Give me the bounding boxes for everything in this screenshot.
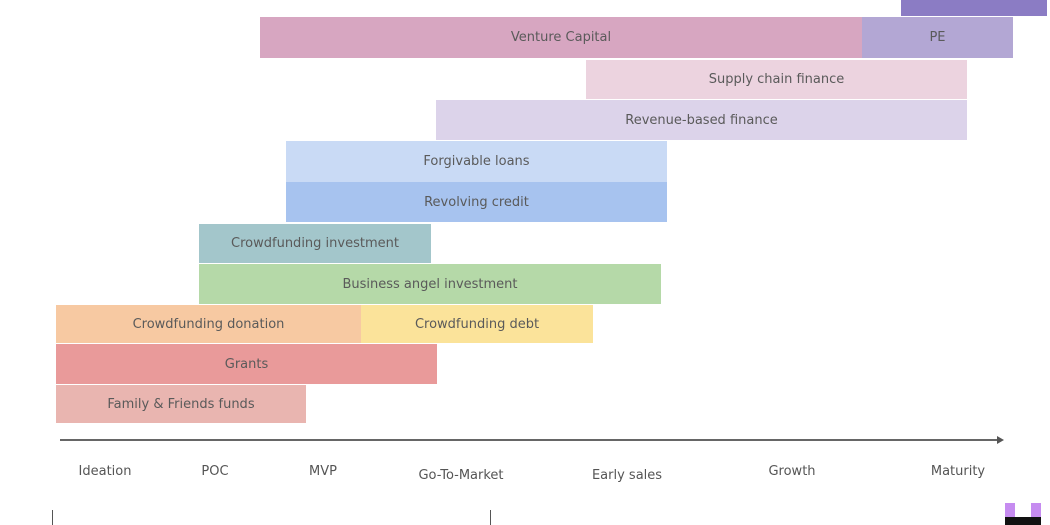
stage-label: Go-To-Market	[418, 468, 504, 483]
bar-label: Forgivable loans	[423, 154, 530, 169]
stage-label: Ideation	[78, 464, 132, 479]
pe-bar: PE	[862, 17, 1013, 58]
bar-label: Grants	[224, 356, 269, 372]
bar-label: Crowdfunding investment	[231, 236, 399, 251]
stage-label: Early sales	[591, 468, 663, 483]
forgivable-loans-bar: Forgivable loans	[286, 141, 667, 182]
bar-label: PE	[929, 30, 946, 45]
stage-label: MVP	[309, 464, 337, 479]
bar-label: Supply chain finance	[708, 72, 845, 87]
logo-icon	[1005, 503, 1045, 525]
axis-arrowhead	[997, 436, 1004, 444]
stage-label: Maturity	[930, 464, 986, 479]
bar-label: Revolving credit	[424, 194, 529, 210]
bar-label: Family & Friends funds	[107, 396, 255, 412]
crowdfunding-debt-bar: Crowdfunding debt	[361, 305, 593, 343]
family-friends-bar: Family & Friends funds	[56, 385, 306, 423]
bar-label: Revenue-based finance	[625, 112, 778, 128]
stage-label: POC	[201, 464, 229, 479]
divider-line	[490, 510, 491, 525]
bar-label: Crowdfunding donation	[132, 316, 285, 332]
divider-line	[52, 510, 53, 525]
supply-chain-finance-bar: Supply chain finance	[586, 60, 967, 99]
crowdfunding-donation-bar: Crowdfunding donation	[56, 305, 361, 343]
bar-label: Crowdfunding debt	[414, 316, 540, 332]
business-angel-bar: Business angel investment	[199, 264, 661, 304]
revenue-based-finance-bar: Revenue-based finance	[436, 100, 967, 140]
venture-capital-bar: Venture Capital	[260, 17, 862, 58]
timeline-axis	[60, 439, 1000, 441]
crowdfunding-investment-bar: Crowdfunding investment	[199, 224, 431, 263]
top-bar	[901, 0, 1047, 16]
revolving-credit-bar: Revolving credit	[286, 182, 667, 222]
grants-bar: Grants	[56, 344, 437, 384]
bar-label: Venture Capital	[510, 30, 612, 45]
bar-label: Business angel investment	[342, 276, 518, 292]
stage-label: Growth	[768, 464, 816, 479]
